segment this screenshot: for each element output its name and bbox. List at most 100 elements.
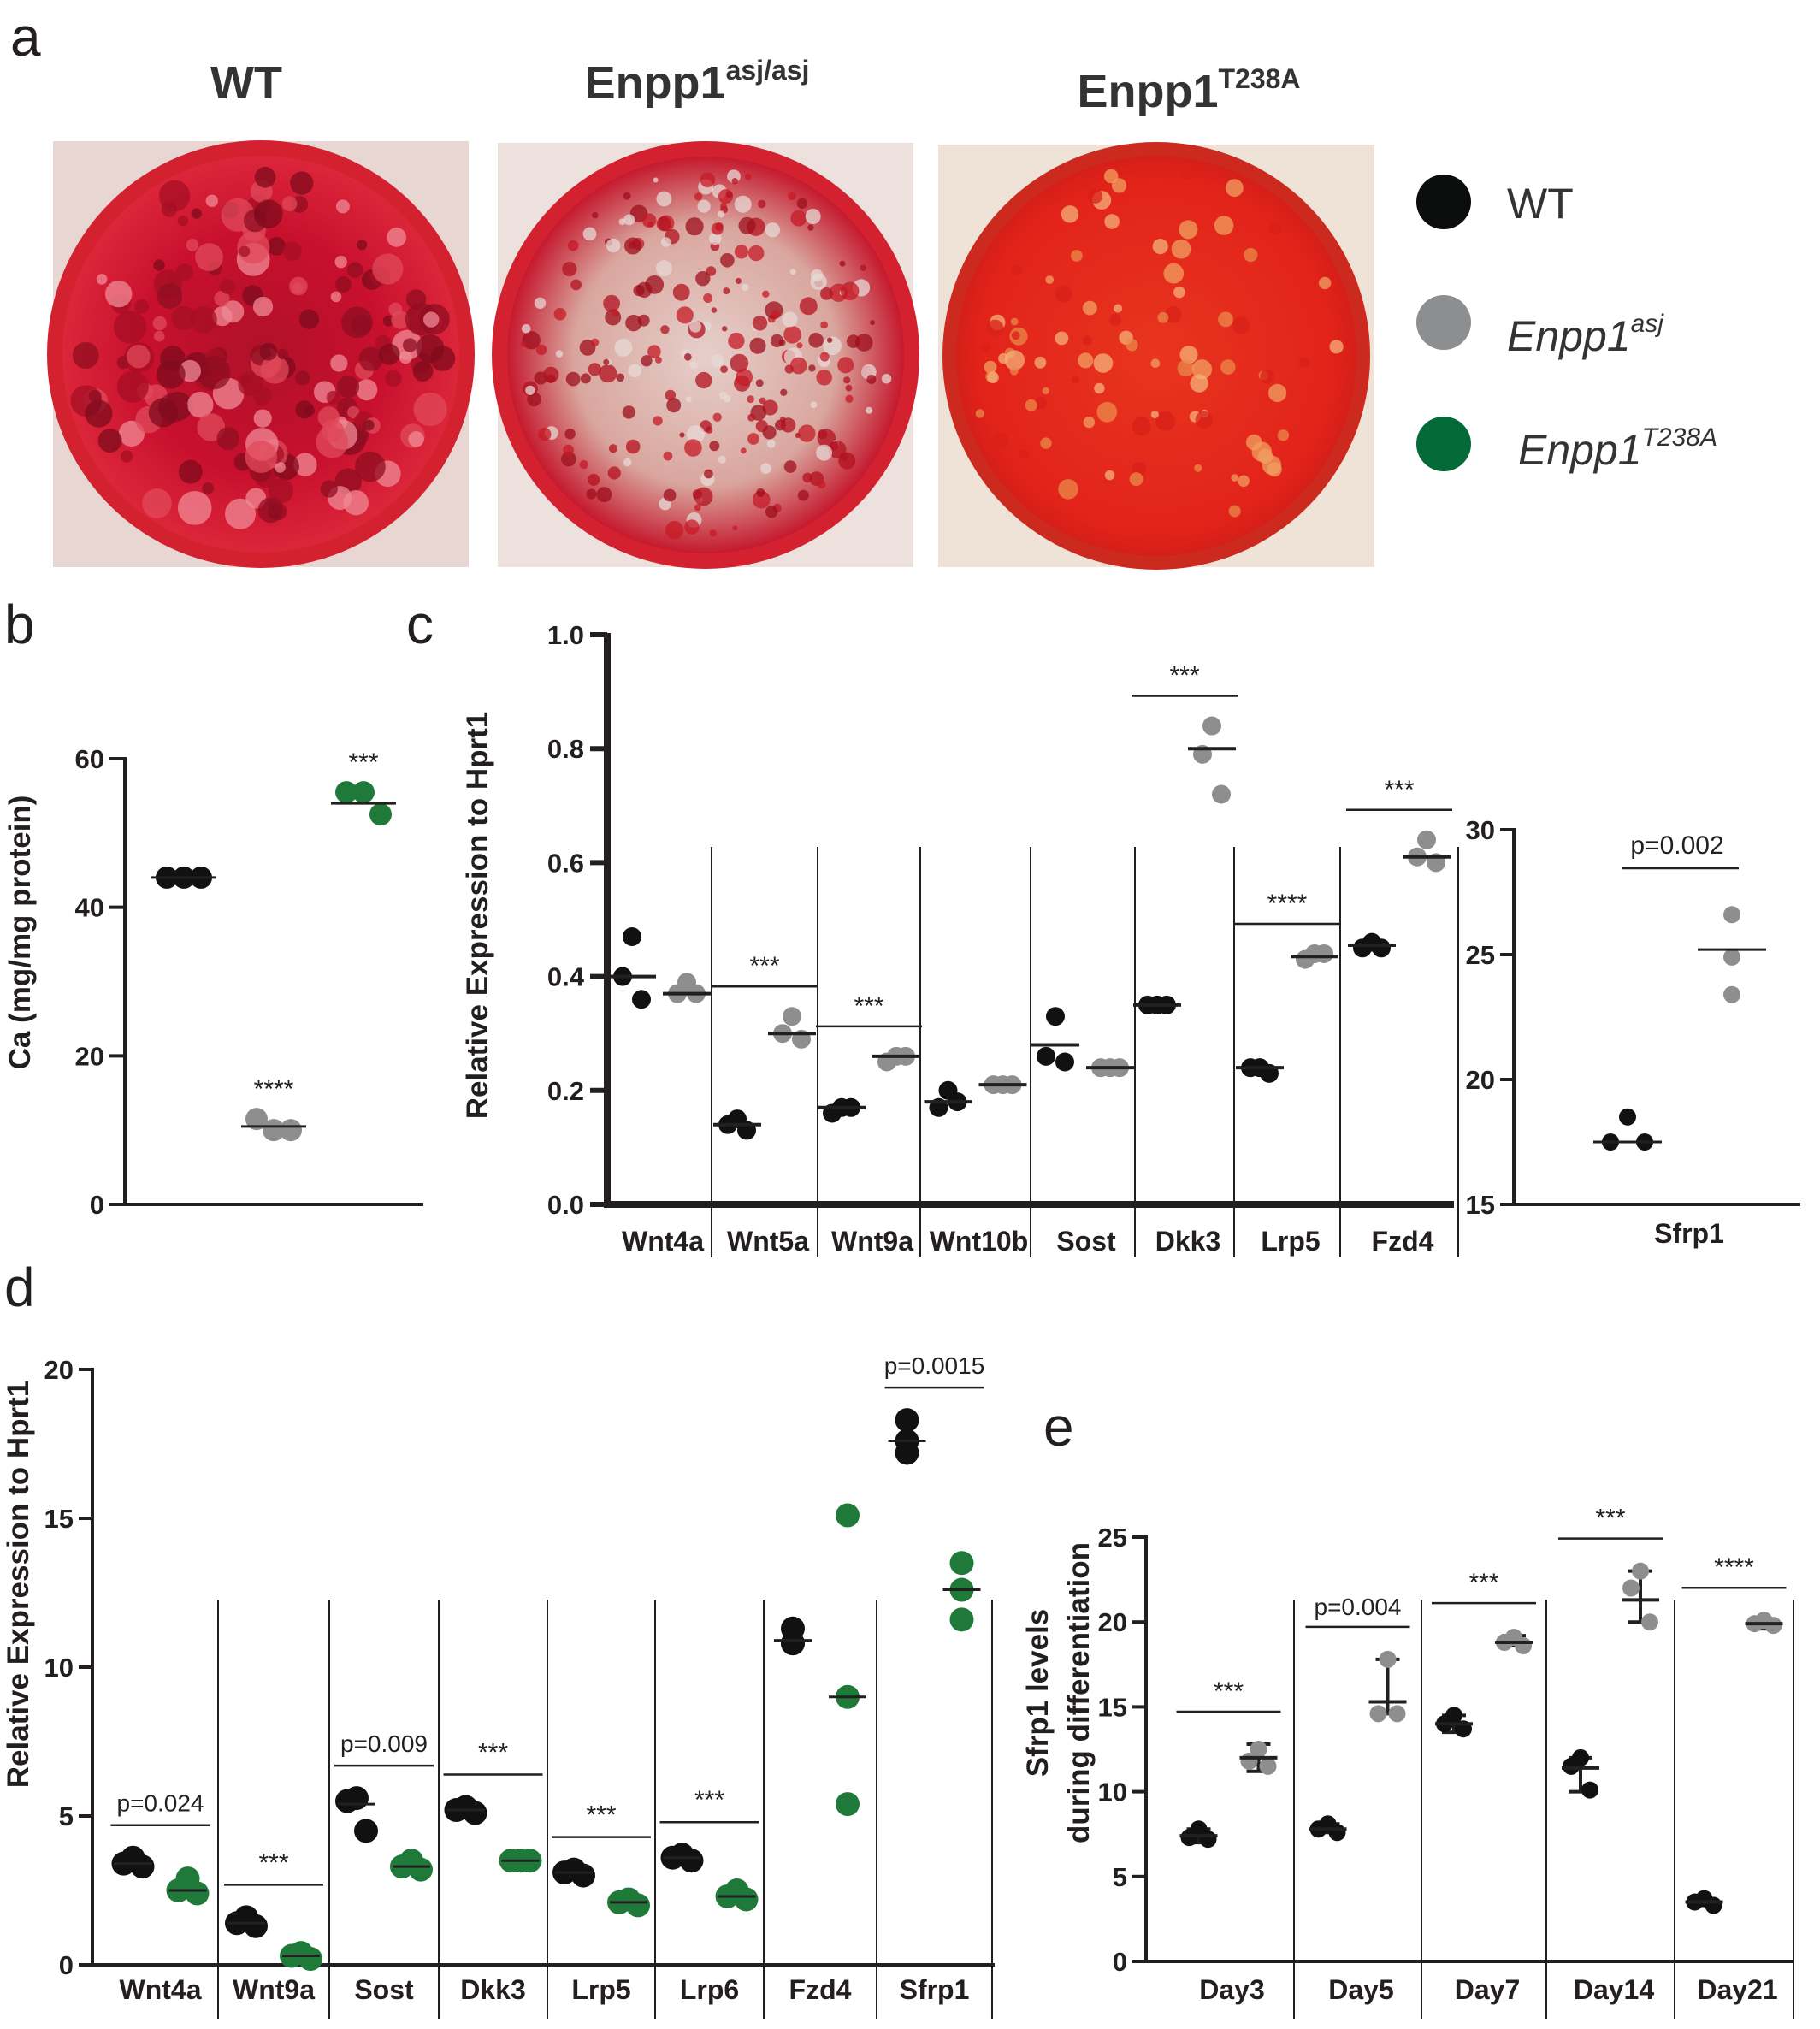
- stain-spot: [700, 172, 716, 188]
- y-tick-label: 15: [1466, 1190, 1495, 1220]
- photo-asj: [492, 141, 919, 569]
- x-tick-label: Lrp5: [1261, 1226, 1320, 1257]
- stain-spot: [653, 177, 659, 183]
- x-tick-label: Day3: [1199, 1974, 1265, 2005]
- x-tick-label: Day5: [1328, 1974, 1394, 2005]
- stain-spot: [748, 245, 765, 262]
- stain-spot: [197, 356, 231, 390]
- photo-t238a: [938, 142, 1374, 570]
- stain-spot: [178, 459, 203, 484]
- stain-spot: [816, 370, 832, 386]
- panel-label-c: c: [406, 594, 434, 655]
- data-point: [571, 1863, 595, 1888]
- data-point: [1240, 1752, 1258, 1770]
- stain-spot: [357, 240, 368, 251]
- stain-spot: [399, 351, 412, 364]
- stain-spot: [378, 343, 400, 365]
- stain-spot: [429, 346, 456, 371]
- stain-spot: [799, 297, 818, 316]
- x-tick-label: Fzd4: [789, 1974, 852, 2005]
- stain-spot: [738, 216, 756, 234]
- stain-spot: [685, 396, 692, 403]
- stain-spot: [660, 237, 671, 247]
- stain-spot: [703, 293, 713, 303]
- stain-spot: [277, 348, 288, 360]
- stain-spot: [998, 352, 1009, 364]
- stain-spot: [870, 320, 876, 326]
- stain-spot: [765, 222, 781, 238]
- stain-spot: [330, 291, 342, 303]
- stain-spot: [790, 210, 807, 227]
- x-tick-label: Day7: [1455, 1974, 1521, 2005]
- stain-spot: [1072, 376, 1080, 384]
- stain-spot: [281, 196, 298, 211]
- stain-spot: [1011, 331, 1020, 340]
- stain-spot: [1238, 475, 1250, 488]
- stain-spot: [755, 420, 768, 433]
- stain-spot: [684, 439, 702, 457]
- stain-spot: [795, 432, 801, 439]
- y-tick-label: 0: [59, 1950, 74, 1980]
- y-tick-label: 10: [1098, 1778, 1127, 1807]
- stain-spot: [225, 498, 256, 529]
- stain-spot: [337, 376, 360, 398]
- stain-spot: [1034, 356, 1047, 369]
- stain-spot: [628, 364, 641, 378]
- stain-spot: [616, 373, 625, 382]
- stain-spot: [1104, 214, 1120, 229]
- stain-spot: [177, 216, 189, 227]
- data-point: [369, 803, 392, 826]
- data-point: [1296, 949, 1315, 969]
- stain-spot: [622, 405, 635, 419]
- stain-spot: [1132, 417, 1151, 436]
- y-tick-label: 20: [1098, 1607, 1127, 1637]
- stain-spot: [216, 427, 239, 450]
- stain-spot: [752, 490, 771, 509]
- data-point: [895, 1408, 919, 1433]
- stain-spot: [72, 342, 99, 369]
- stain-spot: [623, 458, 632, 467]
- stain-spot: [810, 401, 818, 409]
- stain-spot: [239, 245, 251, 257]
- stain-spot: [798, 424, 816, 442]
- stain-spot: [697, 199, 711, 213]
- y-tick-label: 5: [59, 1801, 74, 1831]
- stain-spot: [579, 460, 588, 470]
- panel-label-b: b: [4, 594, 35, 655]
- stain-spot: [1061, 205, 1079, 223]
- stain-spot: [142, 488, 172, 518]
- data-point: [1212, 784, 1231, 804]
- stain-spot: [752, 316, 768, 331]
- stain-spot: [588, 363, 602, 376]
- stain-spot: [654, 356, 662, 364]
- stain-spot: [1004, 350, 1025, 370]
- stain-spot: [267, 236, 287, 256]
- data-point: [836, 1792, 860, 1817]
- y-tick-label: 0: [1113, 1947, 1127, 1977]
- stain-spot: [127, 345, 151, 369]
- panel-label-a: a: [10, 6, 41, 68]
- stain-spot: [293, 453, 317, 476]
- stain-spot: [85, 399, 113, 428]
- x-tick-label: Day21: [1697, 1974, 1777, 2005]
- stain-spot: [1010, 367, 1019, 376]
- stain-spot: [780, 388, 788, 396]
- significance-label: p=0.004: [1315, 1594, 1402, 1620]
- stain-spot: [385, 370, 402, 387]
- stain-spot: [334, 256, 347, 269]
- significance-label: ***: [586, 1801, 616, 1830]
- data-point: [949, 1607, 974, 1632]
- data-point: [1641, 1613, 1658, 1631]
- data-point: [1259, 1757, 1277, 1775]
- stain-spot: [1226, 179, 1244, 198]
- stain-spot: [1190, 374, 1208, 393]
- stain-spot: [711, 222, 724, 235]
- data-point: [1417, 830, 1436, 849]
- y-tick-label: 40: [75, 893, 104, 923]
- stain-spot: [423, 311, 440, 328]
- stain-spot: [212, 306, 233, 327]
- y-tick-label: 0.2: [547, 1076, 584, 1106]
- stain-spot: [1157, 311, 1169, 323]
- stain-spot: [105, 280, 133, 308]
